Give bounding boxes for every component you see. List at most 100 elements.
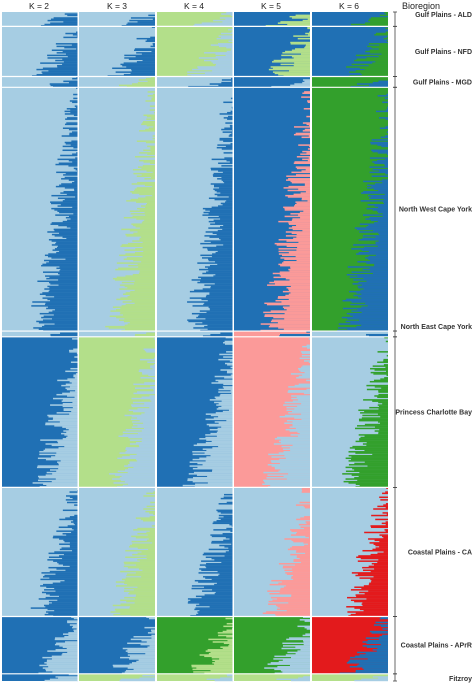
individual-bar: [45, 294, 78, 297]
individual-bar: [304, 626, 310, 629]
individual-bar: [131, 397, 155, 400]
individual-bar: [224, 127, 233, 129]
individual-bar: [226, 159, 233, 162]
individual-bar: [54, 638, 78, 641]
individual-bar: [51, 222, 78, 224]
individual-bar: [54, 425, 78, 427]
individual-bar: [149, 105, 155, 107]
individual-bar: [272, 599, 310, 602]
individual-bar: [350, 458, 388, 461]
individual-bar: [215, 274, 233, 276]
individual-bar: [150, 148, 155, 150]
individual-bar: [214, 189, 233, 192]
individual-bar: [297, 37, 310, 40]
individual-bar: [368, 538, 388, 540]
individual-bar: [348, 451, 388, 453]
individual-bar: [72, 181, 78, 184]
individual-bar: [264, 314, 310, 316]
individual-bar: [213, 529, 233, 531]
individual-bar: [211, 61, 233, 63]
individual-bar: [50, 469, 78, 471]
individual-bar: [192, 480, 233, 483]
individual-bar: [231, 31, 233, 33]
individual-bar: [208, 227, 233, 229]
individual-bar: [204, 235, 233, 237]
individual-bar: [364, 22, 388, 24]
individual-bar: [264, 480, 310, 483]
individual-bar: [218, 574, 233, 577]
individual-bar: [215, 379, 233, 382]
individual-bar: [196, 613, 233, 616]
individual-bar: [351, 572, 388, 574]
individual-bar: [44, 324, 78, 327]
individual-bar: [276, 678, 310, 681]
individual-bar: [58, 447, 78, 449]
individual-bar: [46, 660, 78, 663]
individual-bar: [285, 194, 310, 197]
individual-bar: [219, 658, 233, 660]
individual-bar: [140, 205, 155, 207]
individual-bar: [121, 475, 155, 478]
individual-bar: [53, 17, 78, 19]
individual-bar: [128, 593, 155, 595]
individual-bar: [139, 369, 155, 371]
individual-bar: [192, 477, 233, 479]
individual-bar: [360, 557, 388, 560]
individual-bar: [296, 156, 310, 158]
individual-bar: [359, 484, 388, 487]
individual-bar: [361, 603, 388, 605]
individual-bar: [288, 288, 310, 290]
individual-bar: [218, 358, 233, 361]
individual-bar: [355, 483, 388, 485]
individual-bar: [369, 18, 388, 21]
individual-bar: [224, 362, 233, 365]
individual-bar: [370, 581, 388, 583]
individual-bar: [218, 403, 233, 405]
individual-bar: [347, 266, 388, 268]
panel-gap: [232, 12, 234, 681]
individual-bar: [226, 527, 233, 530]
individual-bar: [134, 602, 155, 604]
individual-bar: [125, 428, 155, 431]
individual-bar: [44, 662, 78, 664]
individual-bar: [349, 290, 388, 293]
individual-bar: [296, 249, 310, 251]
individual-bar: [384, 529, 388, 531]
region-block-8-k4: [157, 673, 233, 681]
individual-bar: [150, 365, 155, 367]
individual-bar: [127, 573, 155, 575]
individual-bar: [359, 319, 388, 321]
individual-bar: [214, 583, 233, 586]
individual-bar: [280, 469, 310, 471]
individual-bar: [57, 205, 78, 207]
individual-bar: [279, 458, 310, 461]
individual-bar: [139, 677, 155, 679]
individual-bar: [308, 34, 310, 36]
individual-bar: [372, 676, 388, 678]
individual-bar: [145, 100, 155, 102]
individual-bar: [145, 40, 155, 42]
individual-bar: [365, 50, 388, 53]
individual-bar: [44, 574, 78, 577]
individual-bar: [57, 272, 78, 275]
individual-bar: [221, 405, 233, 408]
region-label: Coastal Plains - CA: [408, 549, 472, 556]
individual-bar: [63, 61, 78, 63]
individual-bar: [73, 374, 78, 376]
individual-bar: [128, 436, 155, 439]
individual-bar: [59, 266, 78, 268]
individual-bar: [134, 48, 155, 50]
individual-bar: [141, 236, 155, 238]
individual-bar: [285, 235, 310, 237]
individual-bar: [131, 404, 155, 406]
individual-bar: [53, 314, 78, 316]
individual-bar: [378, 206, 388, 209]
individual-bar: [57, 66, 78, 68]
individual-bar: [295, 166, 310, 168]
individual-bar: [48, 556, 78, 558]
individual-bar: [291, 594, 310, 596]
individual-bar: [149, 109, 155, 111]
individual-bar: [348, 454, 388, 457]
individual-bar: [197, 611, 233, 613]
